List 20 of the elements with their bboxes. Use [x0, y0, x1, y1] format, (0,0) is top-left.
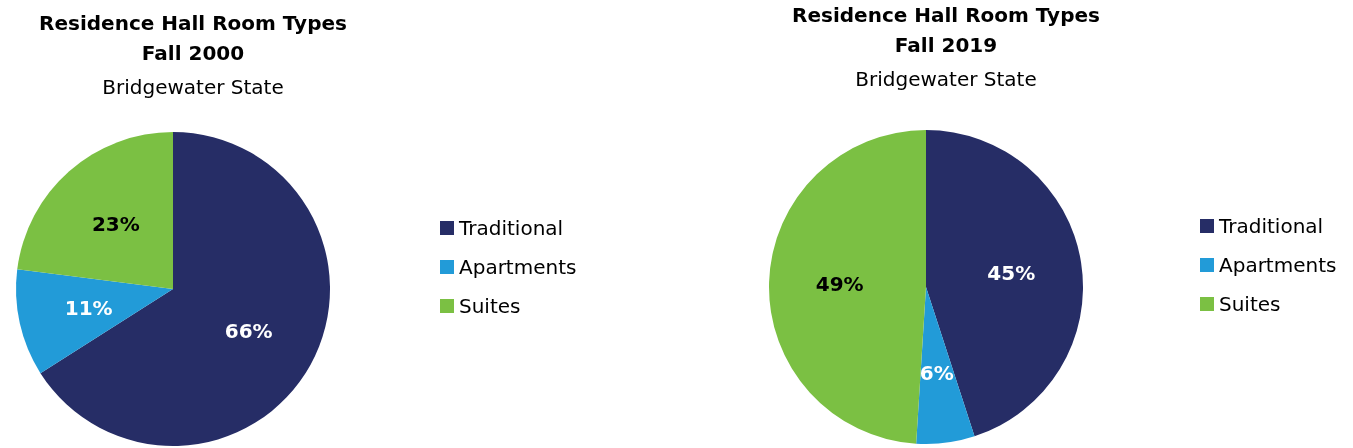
data-label: 6% — [919, 360, 954, 385]
pie-slice — [16, 269, 173, 374]
data-label: 11% — [64, 295, 113, 320]
data-label: 66% — [224, 318, 273, 343]
legend-label: Apartments — [459, 255, 577, 279]
pie-slice — [916, 287, 975, 444]
chart-title: Residence Hall Room Types Fall 2000 — [39, 11, 347, 65]
legend-label: Apartments — [1219, 253, 1337, 277]
legend-label: Suites — [459, 294, 521, 318]
legend-label: Traditional — [1218, 214, 1324, 238]
chart-subtitle: Bridgewater State — [102, 75, 284, 99]
pie-slice — [40, 132, 330, 446]
data-label: 23% — [91, 212, 140, 237]
chart-subtitle: Bridgewater State — [855, 67, 1037, 91]
data-label: 49% — [815, 272, 864, 297]
legend-label: Suites — [1219, 292, 1281, 316]
data-label: 45% — [987, 261, 1036, 286]
pie-slice — [17, 132, 173, 289]
legend-label: Traditional — [458, 216, 564, 240]
chart-title: Residence Hall Room Types Fall 2019 — [792, 3, 1100, 57]
